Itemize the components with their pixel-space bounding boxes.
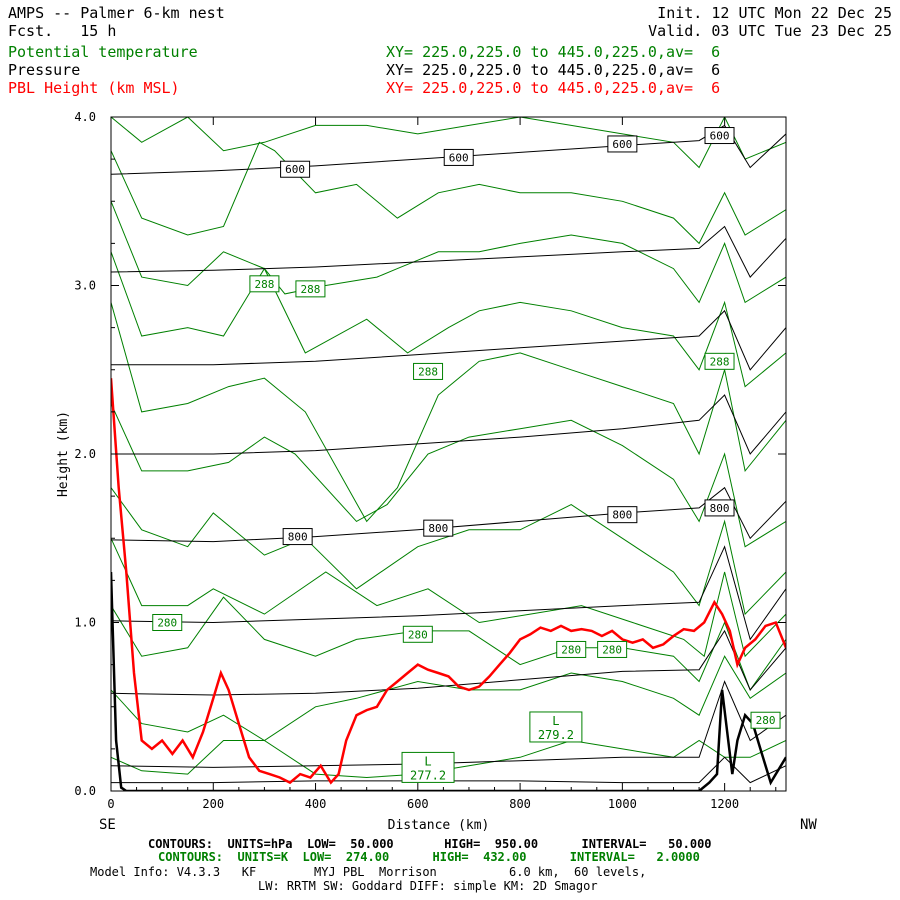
y-tick-label-2: 2.0 <box>74 447 96 461</box>
theta-label-8-box <box>750 711 781 729</box>
theta-contour-8 <box>111 201 786 304</box>
theta-label-6-box <box>556 640 587 658</box>
theta-label-4: 280 <box>157 617 177 630</box>
low-value-1: 277.2 <box>410 768 446 782</box>
theta-contour-6 <box>111 302 786 523</box>
pressure-label-1: 600 <box>449 151 469 164</box>
x-tick-label-5: 1000 <box>608 797 637 811</box>
theta-contour-5 <box>111 403 786 548</box>
init-time: Init. 12 UTC Mon 22 Dec 25 <box>657 4 892 22</box>
theta-label-7: 280 <box>602 643 622 656</box>
x-axis-label: Distance (km) <box>388 818 490 833</box>
theta-label-4-box <box>152 614 183 631</box>
y-tick-label-0: 0.0 <box>74 784 96 798</box>
low-letter-1: L <box>424 754 431 768</box>
pressure-label-5: 800 <box>428 522 448 535</box>
theta-label-7-box <box>597 640 628 658</box>
pbl-height-line <box>111 378 786 785</box>
x-tick-label-2: 400 <box>305 797 327 811</box>
legend-pressure-name: Pressure <box>8 61 81 79</box>
pressure-label-3-box <box>704 127 735 145</box>
theta-label-1-box <box>295 280 326 298</box>
terrain-profile <box>111 571 786 791</box>
pressure-contour-6 <box>111 309 786 371</box>
pressure-label-4-box <box>282 528 313 546</box>
pressure-contour-8 <box>111 124 786 175</box>
x-tick-label-0: 0 <box>107 797 114 811</box>
pressure-contour-0 <box>111 756 786 784</box>
pressure-contour-1 <box>111 680 786 768</box>
x-end-label-right: NW <box>800 817 817 833</box>
pressure-label-2-box <box>607 135 638 153</box>
pressure-label-1-box <box>443 148 474 166</box>
forecast-hour: Fcst. 15 h <box>8 22 117 40</box>
theta-label-1: 288 <box>300 283 320 296</box>
pressure-contour-4 <box>111 486 786 543</box>
y-tick-label-3: 3.0 <box>74 279 96 293</box>
theta-label-0: 288 <box>254 278 274 291</box>
x-tick-label-4: 800 <box>509 797 531 811</box>
x-tick-label-6: 1200 <box>710 797 739 811</box>
theta-label-3: 288 <box>710 355 730 368</box>
legend-pressure-xy: XY= 225.0,225.0 to 445.0,225.0,av= 6 <box>386 61 721 79</box>
footer-model-info-2: LW: RRTM SW: Goddard DIFF: simple KM: 2D… <box>258 879 598 893</box>
legend-pbl-name: PBL Height (km MSL) <box>8 79 180 97</box>
pressure-label-6-box <box>607 506 638 524</box>
pressure-label-5-box <box>423 519 454 537</box>
x-tick-label-1: 200 <box>202 797 224 811</box>
x-tick-label-3: 600 <box>407 797 429 811</box>
pressure-label-0: 600 <box>285 163 305 176</box>
pressure-contour-7 <box>111 225 786 278</box>
pressure-label-0-box <box>280 160 311 178</box>
theta-label-6: 280 <box>561 643 581 656</box>
theta-label-3-box <box>704 352 735 370</box>
footer-model-info: Model Info: V4.3.3 KF MYJ PBL Morrison 6… <box>90 865 647 879</box>
theta-contour-10 <box>111 117 786 169</box>
low-box-1 <box>401 751 455 783</box>
theta-contour-2 <box>111 596 786 691</box>
y-tick-label-4: 4.0 <box>74 110 96 124</box>
y-tick-label-1: 1.0 <box>74 616 96 630</box>
pressure-label-6: 800 <box>612 509 632 522</box>
theta-contour-7 <box>111 251 786 388</box>
theta-contours <box>111 117 786 779</box>
pressure-label-7: 800 <box>710 502 730 515</box>
theta-label-0-box <box>249 275 280 293</box>
axes: 0 200 400 600 800 1000 1200 0.0 1.0 2.0 3.0 4.0 Dist… <box>56 110 817 833</box>
pressure-label-4: 800 <box>288 531 308 544</box>
theta-label-5: 280 <box>408 628 428 641</box>
pressure-label-3: 600 <box>710 130 730 143</box>
low-letter-0: L <box>552 714 559 728</box>
pressure-contours <box>111 124 786 784</box>
theta-label-8: 280 <box>756 714 776 727</box>
theta-label-2-box <box>413 362 444 380</box>
valid-time: Valid. 03 UTC Tue 23 Dec 25 <box>648 22 892 40</box>
pressure-contour-3 <box>111 545 786 641</box>
contour-labels: 600 600 600 600 800 800 800 800 288 288 288 288 280 2… <box>152 127 781 783</box>
theta-contour-4 <box>111 487 786 616</box>
theta-label-5-box <box>402 625 433 643</box>
theta-contour-3 <box>111 538 786 658</box>
legend-pbl-xy: XY= 225.0,225.0 to 445.0,225.0,av= 6 <box>386 79 721 97</box>
footer-contours-theta: CONTOURS: UNITS=K LOW= 274.00 HIGH= 432.… <box>158 850 700 864</box>
pressure-label-7-box <box>704 499 735 517</box>
pressure-contour-5 <box>111 394 786 455</box>
theta-contour-0 <box>111 739 786 779</box>
theta-label-2: 288 <box>418 365 438 378</box>
x-end-label-left: SE <box>99 817 116 833</box>
chart-title: AMPS -- Palmer 6-km nest <box>8 4 225 22</box>
pbl-height-series <box>111 378 786 785</box>
low-value-0: 279.2 <box>538 728 574 742</box>
low-box-0 <box>529 711 583 743</box>
legend-theta-xy: XY= 225.0,225.0 to 445.0,225.0,av= 6 <box>386 43 721 61</box>
theta-contour-9 <box>111 141 786 245</box>
terrain-line <box>111 571 786 791</box>
legend-theta-name: Potential temperature <box>8 43 198 61</box>
pressure-label-2: 600 <box>612 138 632 151</box>
footer-contours-pressure: CONTOURS: UNITS=hPa LOW= 50.000 HIGH= 95… <box>148 837 712 851</box>
y-axis-label: Height (km) <box>56 411 71 497</box>
